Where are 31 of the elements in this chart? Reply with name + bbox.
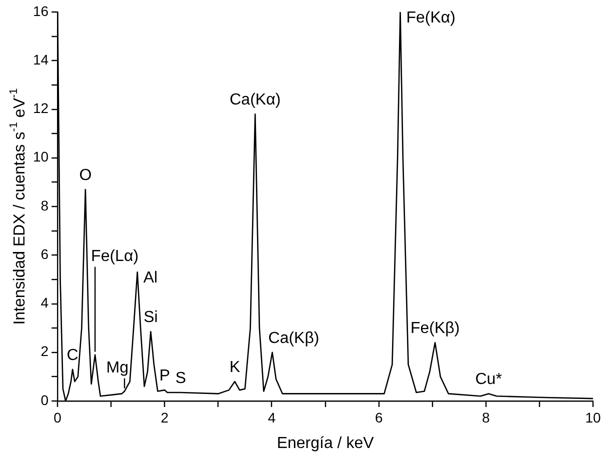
y-tick-label: 14 [32, 51, 49, 68]
y-tick-label: 10 [32, 148, 49, 165]
annotation: Fe(Kβ) [410, 320, 460, 338]
annotation: Ca(Kα) [230, 92, 281, 109]
annotation: K [229, 358, 240, 376]
y-tick-label: 0 [40, 392, 49, 408]
y-tick-label: 6 [40, 246, 49, 262]
x-tick-label: 6 [374, 409, 383, 426]
y-tick-label: 16 [32, 2, 49, 19]
y-tick-label: 4 [40, 294, 49, 311]
y-axis-title: Intensidad EDX / cuentas s-1 eV-1 [8, 88, 28, 325]
annotation: O [79, 166, 92, 184]
x-axis-title: Energía / keV [276, 434, 374, 452]
annotation: Al [143, 270, 158, 287]
x-tick-label: 4 [268, 409, 276, 426]
x-tick-label: 0 [54, 409, 62, 426]
annotation: Si [144, 309, 158, 326]
x-tick-label: 8 [482, 409, 490, 426]
y-tick-label: 12 [32, 100, 49, 116]
annotation: Fe(Lα) [91, 248, 139, 266]
annotation: S [175, 370, 186, 387]
annotation: Cu* [475, 371, 502, 388]
annotation: Mg [106, 360, 129, 377]
y-tick-label: 8 [40, 197, 49, 214]
annotation: Ca(Kβ) [268, 330, 320, 347]
y-tick-label: 2 [40, 343, 49, 360]
annotation: Fe(Kα) [406, 9, 456, 26]
x-tick-label: 10 [585, 409, 601, 426]
annotation: P [159, 367, 170, 384]
x-tick-label: 2 [160, 409, 169, 426]
annotation: C [66, 346, 78, 364]
